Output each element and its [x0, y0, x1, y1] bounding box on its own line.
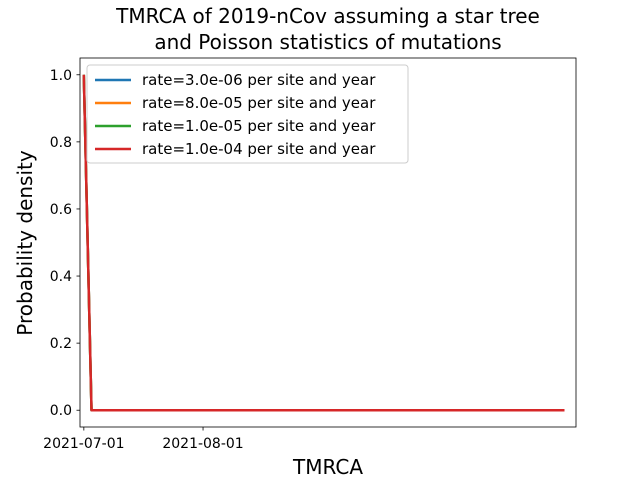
y-tick-label: 0.2: [50, 336, 72, 352]
y-tick-label: 0.8: [50, 135, 72, 151]
y-tick-label: 0.0: [50, 403, 72, 419]
plot-frame: [79, 57, 577, 428]
legend-label-3: rate=1.0e-05 per site and year: [142, 117, 376, 135]
legend-frame: [86, 64, 409, 164]
y-tick-label: 0.4: [50, 269, 72, 285]
legend: rate=3.0e-06 per site and year rate=8.0e…: [86, 64, 409, 164]
chart-title-line-1: TMRCA of 2019-nCov assuming a star tree: [115, 4, 540, 28]
y-axis-label: Probability density: [13, 150, 37, 336]
ticks-layer: 0.0 0.2 0.4 0.6 0.8 1.0 2021-07-01 2021-08-01: [43, 68, 244, 452]
chart-title-line-2: and Poisson statistics of mutations: [154, 30, 501, 54]
series-line-4: [82, 74, 565, 412]
x-tick-label: 2021-08-01: [162, 436, 243, 452]
legend-label-2: rate=8.0e-05 per site and year: [142, 94, 376, 112]
legend-label-1: rate=3.0e-06 per site and year: [142, 71, 376, 89]
x-axis-label: TMRCA: [292, 455, 363, 479]
y-tick-label: 1.0: [50, 68, 72, 84]
y-tick-label: 0.6: [50, 202, 72, 218]
series-layer: [82, 74, 565, 412]
x-tick-label: 2021-07-01: [43, 436, 124, 452]
legend-label-4: rate=1.0e-04 per site and year: [142, 140, 376, 158]
